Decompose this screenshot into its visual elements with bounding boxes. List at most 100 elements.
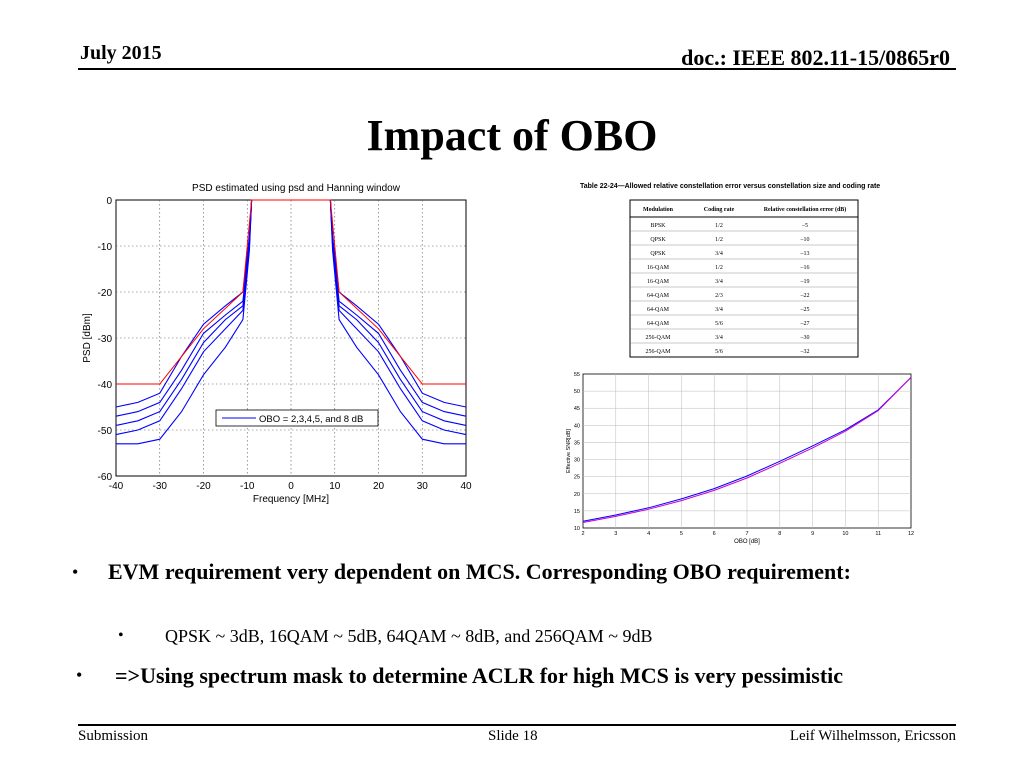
- snr-series-line: [582, 377, 912, 522]
- table-column-header: Modulation: [643, 207, 674, 213]
- table-cell: 5/6: [715, 349, 723, 355]
- table-cell: –16: [800, 265, 810, 271]
- bullet-spectrum-mask: =>Using spectrum mask to determine ACLR …: [115, 663, 844, 688]
- psd-y-tick-label: -20: [98, 288, 113, 299]
- bullet-marker: •: [76, 665, 83, 685]
- snr-x-tick-label: 11: [875, 531, 881, 537]
- psd-y-tick-label: -40: [98, 380, 113, 391]
- table-cell: 256-QAM: [646, 349, 672, 355]
- snr-y-tick-label: 55: [574, 372, 580, 378]
- snr-y-tick-label: 35: [574, 440, 580, 446]
- table-cell: 64-QAM: [647, 307, 670, 313]
- footer-divider: [78, 724, 956, 726]
- footer-slide-number: Slide 18: [488, 728, 538, 744]
- psd-y-tick-label: -60: [98, 472, 113, 483]
- table-cell: –10: [800, 237, 810, 243]
- table-cell: 64-QAM: [647, 293, 670, 299]
- table-cell: 3/4: [715, 335, 723, 341]
- psd-chart-title: PSD estimated using psd and Hanning wind…: [192, 183, 401, 194]
- table-cell: 3/4: [715, 307, 723, 313]
- snr-y-ticks: 10 15 20 25 30 35 40 45 50 55: [574, 372, 580, 532]
- footer-submission: Submission: [78, 728, 149, 744]
- snr-x-tick-label: 6: [713, 531, 716, 537]
- table-cell: 1/2: [715, 237, 723, 243]
- snr-x-tick-label: 10: [842, 531, 848, 537]
- snr-grid: [583, 374, 911, 528]
- table-cell: 256-QAM: [646, 335, 672, 341]
- snr-y-axis-label: Effective SNR[dB]: [566, 429, 572, 473]
- snr-series-line: [582, 377, 912, 523]
- snr-y-tick-label: 50: [574, 389, 580, 395]
- psd-x-tick-label: 40: [460, 481, 472, 492]
- psd-x-axis-label: Frequency [MHz]: [253, 494, 329, 505]
- psd-spectrum-mask-line: [116, 199, 466, 385]
- table-cell: 1/2: [715, 223, 723, 229]
- snr-x-tick-label: 8: [778, 531, 781, 537]
- psd-y-tick-label: 0: [106, 196, 112, 207]
- table-cell: 5/6: [715, 321, 723, 327]
- psd-y-tick-label: -30: [98, 334, 113, 345]
- table-column-header: Relative constellation error (dB): [764, 206, 847, 213]
- table-cell: BPSK: [650, 223, 666, 229]
- snr-y-tick-label: 40: [574, 423, 580, 429]
- bullet-marker: •: [72, 562, 79, 582]
- psd-x-ticks: -40 -30 -20 -10 0 10 20 30 40: [109, 481, 472, 492]
- snr-x-tick-label: 2: [581, 531, 584, 537]
- evm-table: Modulation Coding rate Relative constellat…: [629, 199, 859, 358]
- psd-x-tick-label: -10: [240, 481, 255, 492]
- snr-series-group: [582, 377, 912, 523]
- psd-x-tick-label: 20: [373, 481, 385, 492]
- snr-x-ticks: 2 3 4 5 6 7 8 9 10 11 12: [581, 531, 914, 537]
- table-cell: 1/2: [715, 265, 723, 271]
- psd-x-tick-label: 10: [329, 481, 341, 492]
- table-cell: 3/4: [715, 279, 723, 285]
- header-doc-id: doc.: IEEE 802.11-15/0865r0: [681, 45, 950, 70]
- sub-bullet-obo-values: QPSK ~ 3dB, 16QAM ~ 5dB, 64QAM ~ 8dB, an…: [165, 626, 653, 646]
- table-column-header: Coding rate: [704, 207, 735, 213]
- snr-x-tick-label: 12: [908, 531, 914, 537]
- table-cell: 16-QAM: [647, 265, 670, 271]
- snr-y-tick-label: 15: [574, 509, 580, 515]
- table-cell: –22: [800, 293, 810, 299]
- psd-plot-area: [115, 199, 467, 477]
- psd-x-tick-label: 0: [288, 481, 294, 492]
- evm-table-title: Table 22-24—Allowed relative constellati…: [580, 183, 880, 190]
- snr-y-tick-label: 30: [574, 458, 580, 464]
- table-cell: –25: [800, 307, 810, 313]
- snr-x-tick-label: 3: [614, 531, 617, 537]
- psd-y-tick-label: -50: [98, 426, 113, 437]
- snr-y-tick-label: 45: [574, 406, 580, 412]
- psd-legend-box: [215, 409, 379, 427]
- evm-table-figure: Table 22-24—Allowed relative constellati…: [580, 183, 880, 358]
- slide-title: Impact of OBO: [366, 111, 658, 160]
- snr-y-tick-label: 20: [574, 492, 580, 498]
- table-cell: –5: [801, 223, 808, 229]
- psd-chart: PSD estimated using psd and Hanning wind…: [82, 183, 472, 505]
- snr-y-tick-label: 10: [574, 526, 580, 532]
- psd-x-tick-label: 30: [417, 481, 429, 492]
- snr-x-tick-label: 5: [680, 531, 683, 537]
- footer-author: Leif Wilhelmsson, Ericsson: [789, 728, 956, 744]
- header-date: July 2015: [80, 42, 162, 64]
- psd-x-tick-label: -40: [109, 481, 124, 492]
- table-cell: –30: [800, 335, 810, 341]
- table-cell: 64-QAM: [647, 321, 670, 327]
- table-border: [629, 199, 859, 358]
- table-cell: QPSK: [650, 251, 666, 257]
- header-divider: [78, 68, 956, 70]
- psd-x-tick-label: -30: [153, 481, 168, 492]
- table-cell: –32: [800, 349, 810, 355]
- psd-legend: OBO = 2,3,4,5, and 8 dB: [215, 409, 379, 427]
- psd-y-tick-label: -10: [98, 242, 113, 253]
- psd-y-ticks: 0 -10 -20 -30 -40 -50 -60: [98, 196, 113, 483]
- table-cell: 3/4: [715, 251, 723, 257]
- table-cell: QPSK: [650, 237, 666, 243]
- psd-y-axis-label: PSD [dBm]: [82, 313, 93, 363]
- bullet-evm-requirement: EVM requirement very dependent on MCS. C…: [108, 559, 851, 584]
- snr-y-tick-label: 25: [574, 475, 580, 481]
- snr-x-tick-label: 7: [745, 531, 748, 537]
- snr-x-tick-label: 4: [647, 531, 650, 537]
- table-cell: –27: [800, 321, 810, 327]
- psd-legend-text: OBO = 2,3,4,5, and 8 dB: [259, 414, 363, 425]
